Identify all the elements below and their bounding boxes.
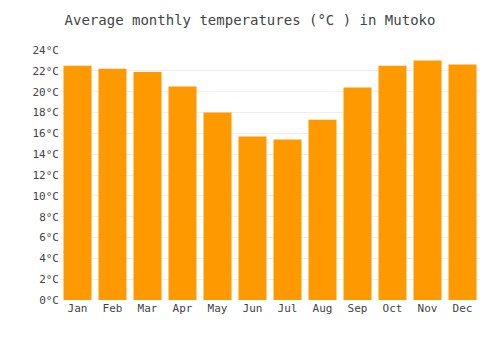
svg-text:Mar: Mar — [138, 302, 158, 315]
svg-text:Oct: Oct — [383, 302, 403, 315]
svg-text:12°C: 12°C — [33, 169, 60, 182]
svg-text:Jun: Jun — [243, 302, 263, 315]
svg-text:Average monthly temperatures (: Average monthly temperatures (°C ) in Mu… — [65, 12, 436, 28]
svg-text:Dec: Dec — [453, 302, 473, 315]
svg-text:14°C: 14°C — [33, 148, 60, 161]
svg-text:Feb: Feb — [103, 302, 123, 315]
svg-text:2°C: 2°C — [39, 273, 59, 286]
svg-text:18°C: 18°C — [33, 106, 60, 119]
svg-text:May: May — [208, 302, 228, 315]
svg-text:Apr: Apr — [173, 302, 193, 315]
svg-text:0°C: 0°C — [39, 294, 59, 307]
svg-text:Sep: Sep — [348, 302, 368, 315]
svg-text:4°C: 4°C — [39, 252, 59, 265]
svg-text:Aug: Aug — [313, 302, 333, 315]
svg-text:Jan: Jan — [68, 302, 88, 315]
svg-text:20°C: 20°C — [33, 86, 60, 99]
svg-text:Nov: Nov — [418, 302, 438, 315]
svg-text:6°C: 6°C — [39, 231, 59, 244]
svg-text:10°C: 10°C — [33, 190, 60, 203]
svg-text:16°C: 16°C — [33, 127, 60, 140]
svg-text:22°C: 22°C — [33, 65, 60, 78]
svg-text:Jul: Jul — [278, 302, 298, 315]
svg-text:8°C: 8°C — [39, 211, 59, 224]
svg-text:24°C: 24°C — [33, 44, 60, 57]
